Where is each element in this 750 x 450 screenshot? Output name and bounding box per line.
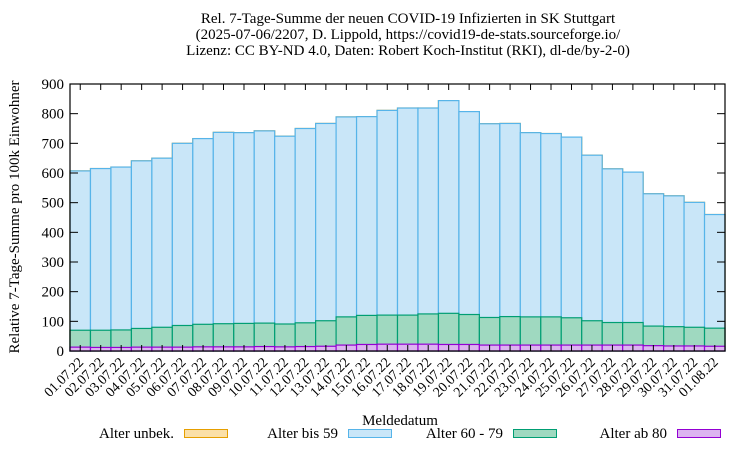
bar-alter-bis-59-14.07.22: [335, 116, 358, 352]
y-tick-label: 500: [42, 196, 65, 212]
bar-alter-bis-59-07.07.22: [192, 137, 214, 352]
bar-alter-bis-59-11.07.22: [274, 135, 296, 352]
bar-alter-bis-59-02.07.22: [89, 167, 112, 352]
legend-label: Alter bis 59: [267, 426, 338, 442]
y-tick-label: 0: [57, 344, 65, 360]
legend-label: Alter unbek.: [99, 426, 174, 442]
bar-alter-bis-59-08.07.22: [212, 131, 235, 352]
x-axis-label: Meldedatum: [362, 413, 438, 429]
y-tick-label: 800: [42, 107, 65, 123]
legend-label: Alter 60 - 79: [425, 426, 503, 442]
bar-alter-bis-59-12.07.22: [294, 127, 317, 352]
y-tick-label: 200: [42, 285, 65, 301]
y-axis-label: Relative 7-Tage-Summe pro 100k Einwohner: [7, 80, 23, 353]
y-tick-label: 300: [42, 255, 65, 271]
y-tick-label: 900: [42, 77, 65, 93]
bar-alter-bis-59-05.07.22: [151, 157, 173, 352]
legend-swatch: [184, 429, 228, 438]
y-tick-label: 400: [42, 225, 65, 241]
bar-alter-bis-59-06.07.22: [171, 142, 194, 352]
bar-layer: [69, 100, 726, 352]
legend-label: Alter ab 80: [599, 426, 667, 442]
y-tick-label: 600: [42, 166, 65, 182]
legend-item-alter-60-79: Alter 60 - 79: [317, 426, 557, 446]
legend-swatch: [348, 429, 392, 438]
bar-alter-bis-59-04.07.22: [130, 160, 153, 352]
chart-title: Rel. 7-Tage-Summe der neuen COVID-19 Inf…: [200, 11, 616, 27]
bar-alter-bis-59-01.07.22: [69, 170, 92, 352]
bar-alter-bis-59-10.07.22: [253, 130, 276, 352]
bar-alter-bis-59-09.07.22: [233, 132, 255, 352]
y-tick-label: 700: [42, 136, 65, 152]
plot-frame: [69, 83, 726, 352]
legend-item-alter-ab-80: Alter ab 80: [481, 426, 721, 446]
bar-alter-bis-59-03.07.22: [110, 166, 133, 352]
legend-item-alter-unbek-: Alter unbek.: [0, 426, 228, 446]
legend-swatch: [677, 429, 721, 438]
chart-subtitle: (2025-07-06/2207, D. Lippold, https://co…: [195, 27, 621, 43]
chart-legend: Alter unbek. Alter bis 59 Alter 60 - 79 Alt…: [0, 426, 750, 446]
legend-swatch: [513, 429, 557, 438]
chart-subtitle-license: Lizenz: CC BY-ND 4.0, Daten: Robert Koch…: [186, 43, 630, 59]
y-tick-label: 100: [42, 314, 65, 330]
chart-title-block: Rel. 7-Tage-Summe der neuen COVID-19 Inf…: [0, 11, 750, 59]
legend-item-alter-bis-59: Alter bis 59: [152, 426, 392, 446]
bar-alter-bis-59-13.07.22: [315, 122, 337, 352]
